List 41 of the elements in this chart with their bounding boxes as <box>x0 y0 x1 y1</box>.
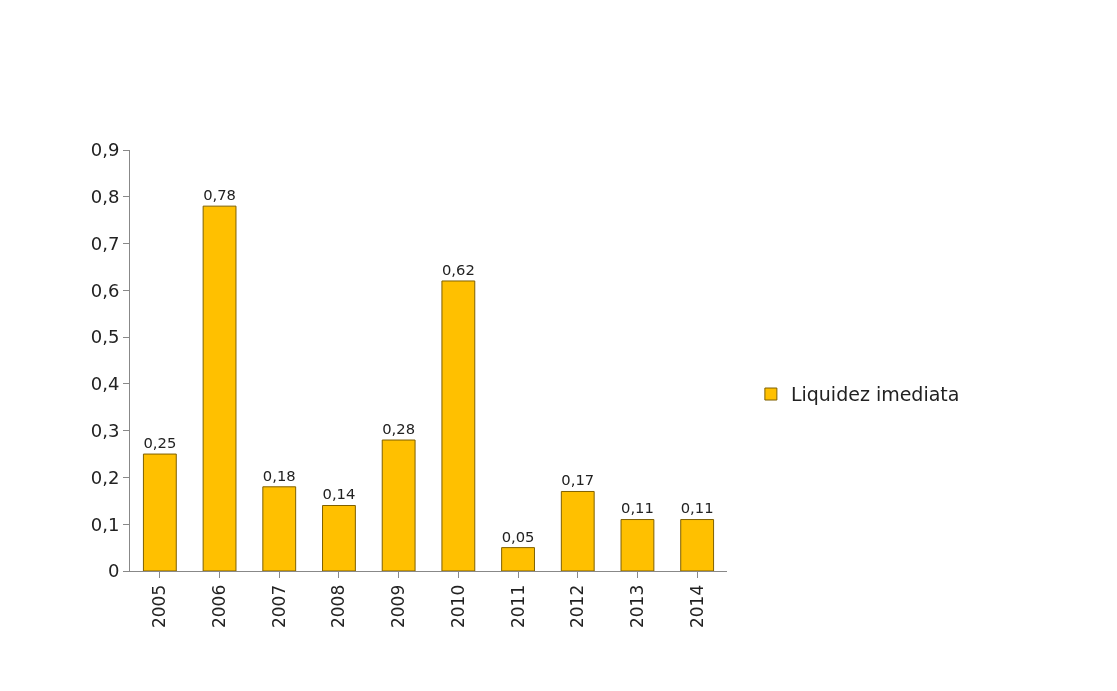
data-label: 0,14 <box>322 485 356 503</box>
y-tick-label: 0,1 <box>90 513 120 535</box>
bar <box>680 519 715 571</box>
y-tick-label: 0,6 <box>90 279 120 301</box>
data-label: 0,25 <box>143 433 177 451</box>
x-tick-label: 2011 <box>507 584 528 629</box>
bar <box>202 205 237 571</box>
y-tick-label: 0,2 <box>90 466 120 488</box>
x-tick-label: 2012 <box>567 584 588 629</box>
x-tick-label: 2005 <box>149 584 170 629</box>
data-label: 0,05 <box>501 527 535 545</box>
x-tick-label: 2007 <box>268 584 289 629</box>
data-label: 0,11 <box>621 499 654 517</box>
y-tick-label: 0,4 <box>90 373 120 395</box>
data-label: 0,78 <box>203 186 236 204</box>
bar <box>322 505 356 571</box>
y-tick-label: 0 <box>107 560 120 582</box>
bar <box>262 486 297 571</box>
y-tick-label: 0,3 <box>90 419 120 441</box>
x-tick-label: 2006 <box>209 584 230 629</box>
x-tick-label: 2008 <box>328 584 349 629</box>
y-tick-label: 0,7 <box>90 232 120 254</box>
x-tick-label: 2014 <box>686 584 707 629</box>
y-tick-label: 0,9 <box>90 139 120 161</box>
data-label: 0,18 <box>262 466 296 484</box>
data-label: 0,17 <box>561 471 595 489</box>
x-tick-label: 2009 <box>388 584 409 629</box>
bar <box>620 519 655 571</box>
data-label: 0,62 <box>441 260 475 278</box>
bar <box>142 453 177 571</box>
bar <box>501 547 535 571</box>
legend-label: Liquidez imediata <box>790 383 960 406</box>
bar <box>560 490 595 571</box>
data-label: 0,28 <box>382 419 416 437</box>
x-tick-label: 2013 <box>626 584 647 629</box>
data-label: 0,11 <box>680 499 714 517</box>
y-tick-label: 0,8 <box>90 186 120 208</box>
y-tick-label: 0,5 <box>90 326 120 348</box>
bar <box>441 280 476 571</box>
bar <box>381 439 416 571</box>
x-tick-label: 2010 <box>447 584 468 629</box>
